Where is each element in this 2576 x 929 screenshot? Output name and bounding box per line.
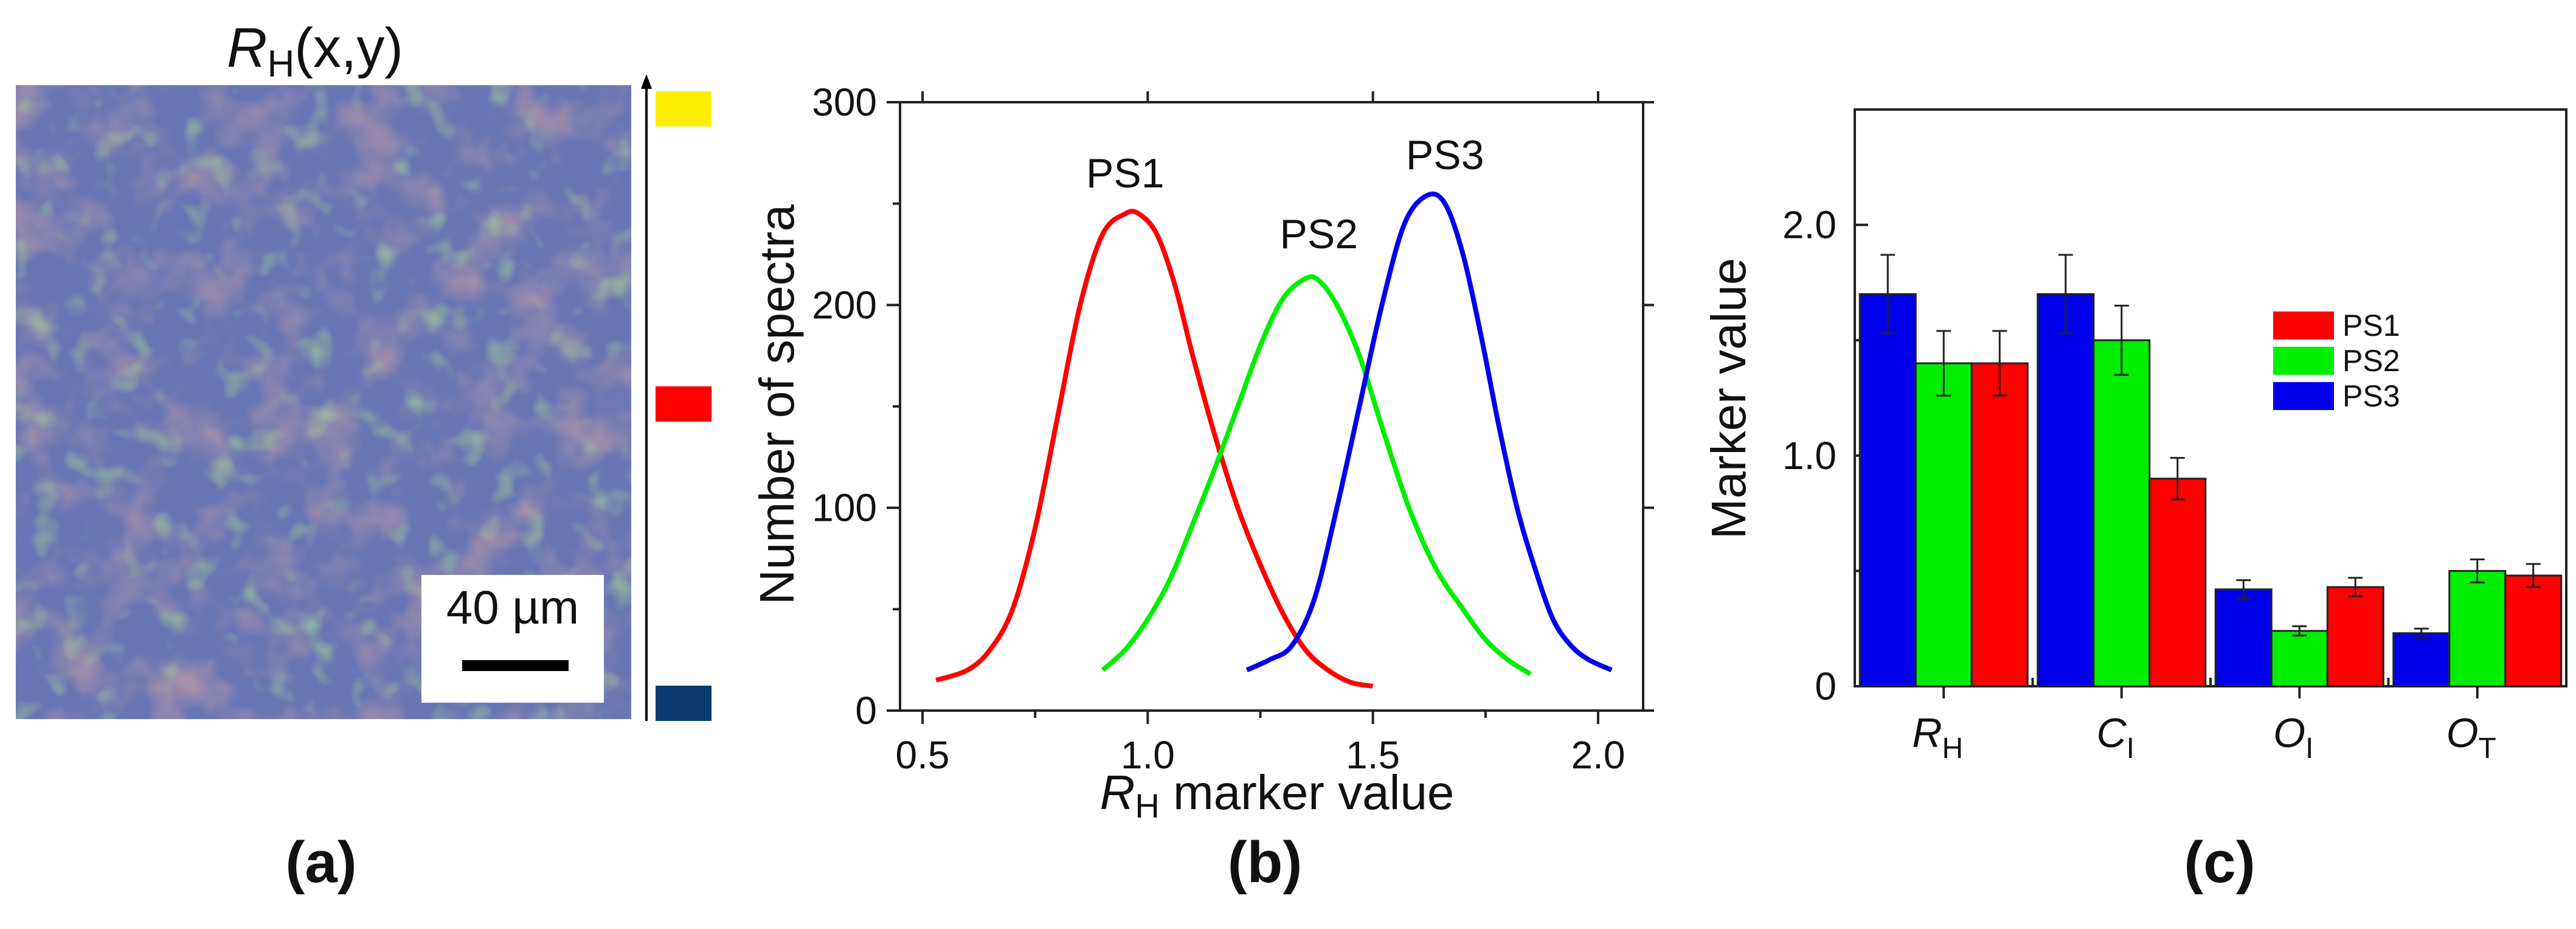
category-label: CI bbox=[2097, 710, 2135, 765]
legend-swatch-ps2 bbox=[2273, 347, 2334, 375]
x-tick-label: 0.5 bbox=[896, 733, 950, 777]
y-tick-label: 300 bbox=[812, 80, 877, 124]
y-tick-label: 0 bbox=[1815, 664, 1837, 708]
chart-c-y-ticks: 0 1.0 2.0 bbox=[1782, 108, 1868, 708]
series-line-ps3 bbox=[1245, 191, 1613, 673]
bar-ps3 bbox=[2392, 632, 2451, 687]
chart-b-xlabel: RH marker value bbox=[1100, 765, 1455, 825]
bar-ps3 bbox=[2037, 293, 2095, 687]
color-key-low bbox=[656, 686, 712, 721]
chart-b-ylabel: Number of spectra bbox=[750, 204, 804, 605]
curve-label-ps2: PS2 bbox=[1279, 211, 1358, 257]
chart-c-bars bbox=[1858, 254, 2563, 687]
panel-b-label: (b) bbox=[1228, 830, 1303, 895]
bar-ps2 bbox=[2448, 569, 2507, 687]
category-label: OI bbox=[2273, 710, 2313, 765]
bar-ps3 bbox=[1858, 293, 1917, 687]
legend-label-ps2: PS2 bbox=[2342, 344, 2400, 378]
legend-label-ps3: PS3 bbox=[2342, 379, 2400, 413]
chart-b-frame bbox=[899, 101, 1644, 712]
bar-ps1 bbox=[2326, 586, 2384, 687]
panel-c-label: (c) bbox=[2184, 830, 2255, 895]
x-tick-label: 2.0 bbox=[1571, 733, 1625, 777]
chart-b-series bbox=[935, 191, 1613, 689]
chart-b-y-ticks: 0 100 200 300 bbox=[812, 80, 1654, 732]
x-tick-label: 1.0 bbox=[1121, 733, 1175, 777]
panel-a-title: RH(x,y) bbox=[227, 17, 403, 85]
color-key bbox=[641, 74, 712, 721]
color-key-mid bbox=[656, 386, 712, 422]
y-tick-label: 2.0 bbox=[1782, 203, 1837, 247]
bar-ps3 bbox=[2214, 588, 2273, 687]
legend-label-ps1: PS1 bbox=[2342, 308, 2400, 343]
bar-ps2 bbox=[2270, 630, 2328, 687]
color-key-high bbox=[656, 91, 712, 127]
series-line-ps2 bbox=[1101, 274, 1532, 677]
category-label: RH bbox=[1912, 710, 1963, 765]
panel-b-line-chart: 0.5 1.0 1.5 2.0 0 100 200 300 PS1 PS2 PS3 Number… bbox=[750, 80, 1654, 895]
x-tick-label: 1.5 bbox=[1346, 733, 1400, 777]
bar-ps1 bbox=[2504, 574, 2563, 687]
chart-b-annotations: PS1 PS2 PS3 bbox=[1086, 132, 1484, 257]
scale-bar-label: 40 µm bbox=[446, 580, 579, 634]
chart-b-x-ticks: 0.5 1.0 1.5 2.0 bbox=[896, 91, 1625, 777]
raman-map-image bbox=[16, 85, 631, 719]
bar-ps1 bbox=[2148, 478, 2207, 687]
legend-swatch-ps1 bbox=[2273, 311, 2334, 339]
category-label: OT bbox=[2446, 710, 2496, 765]
curve-label-ps1: PS1 bbox=[1086, 150, 1165, 197]
chart-c-ylabel: Marker value bbox=[1702, 258, 1756, 539]
scale-bar bbox=[462, 660, 569, 671]
scale-bar-box: 40 µm bbox=[421, 575, 604, 703]
panel-a-label: (a) bbox=[285, 830, 356, 895]
chart-c-x-labels: RH CI OI OT bbox=[1912, 678, 2496, 765]
panel-a: RH(x,y) 40 µm (a) bbox=[16, 17, 712, 895]
legend-swatch-ps3 bbox=[2273, 382, 2334, 410]
bar-ps2 bbox=[2093, 339, 2151, 687]
series-line-ps1 bbox=[935, 209, 1374, 689]
curve-label-ps3: PS3 bbox=[1406, 132, 1484, 178]
y-tick-label: 100 bbox=[812, 486, 877, 530]
y-tick-label: 0 bbox=[855, 689, 877, 732]
y-tick-label: 1.0 bbox=[1782, 434, 1837, 478]
y-tick-label: 200 bbox=[812, 283, 877, 327]
bar-ps1 bbox=[1970, 362, 2029, 687]
color-key-arrowhead bbox=[641, 74, 652, 89]
bar-ps2 bbox=[1914, 362, 1973, 687]
